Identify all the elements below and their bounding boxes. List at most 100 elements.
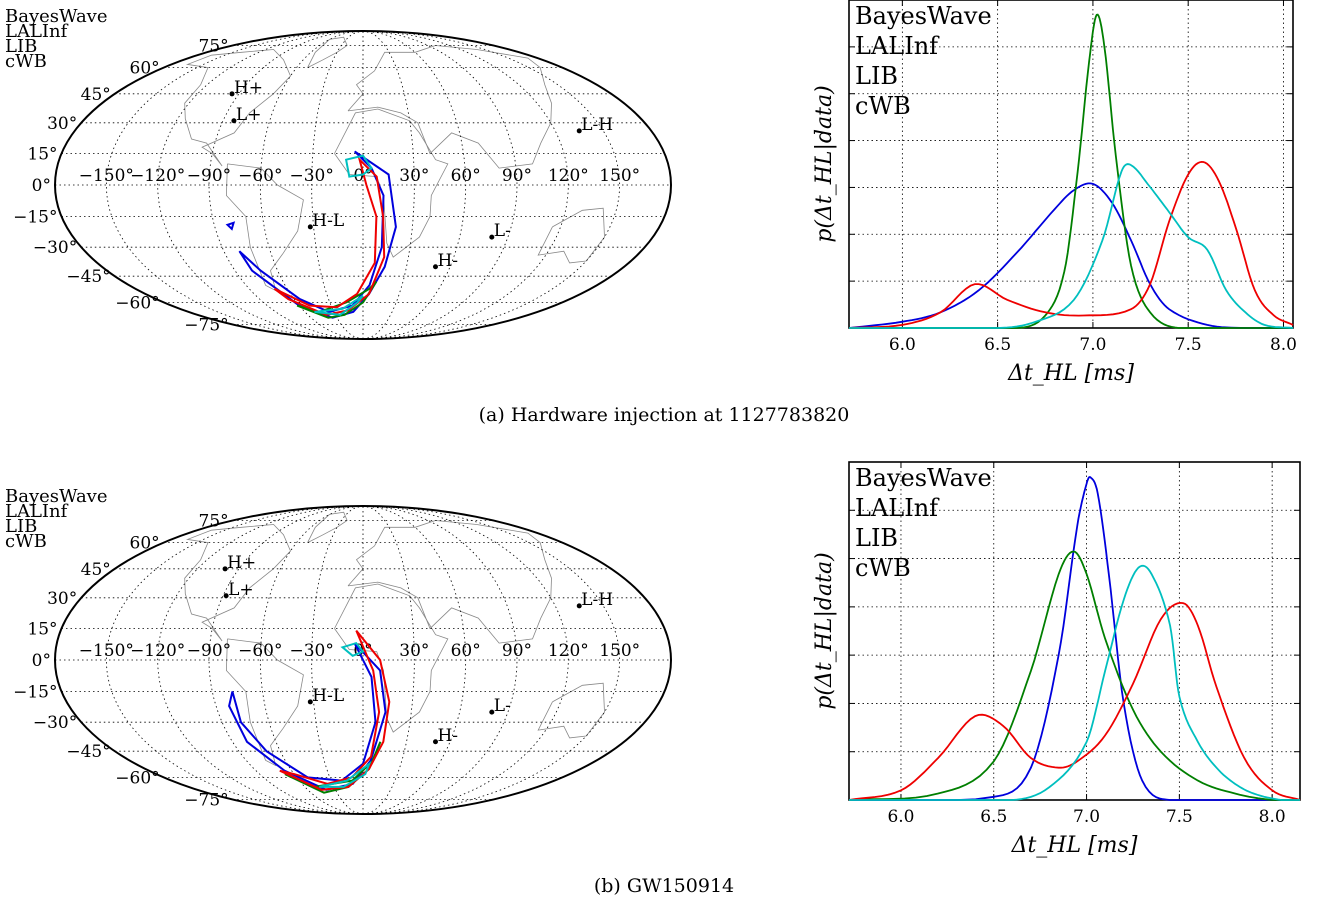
latitude-label: −45° [66, 742, 110, 762]
plot-legend-lib: LIB [855, 62, 898, 90]
detector-marker-dot [489, 709, 495, 715]
latitude-label: 0° [32, 651, 51, 671]
longitude-label: −60° [238, 641, 282, 661]
longitude-gridline [208, 505, 364, 815]
longitude-gridline [362, 30, 415, 340]
longitude-label: 150° [599, 641, 640, 661]
latitude-label: 15° [27, 619, 57, 639]
coastline-outline [347, 45, 552, 169]
longitude-label: −60° [238, 166, 282, 186]
longitude-gridline [208, 30, 364, 340]
coastline-outline [225, 163, 304, 292]
detector-marker-label: H-L [312, 686, 344, 706]
longitude-gridline [157, 30, 364, 340]
longitude-label: −90° [187, 641, 231, 661]
latitude-label: −60° [115, 293, 159, 313]
longitude-label: −120° [130, 641, 185, 661]
longitude-label: −120° [130, 166, 185, 186]
longitude-gridline [362, 30, 467, 340]
latitude-label: 0° [32, 176, 51, 196]
longitude-gridline [105, 505, 364, 815]
latitude-label: −60° [115, 768, 159, 788]
x-axis-label: Δt_HL [ms] [1007, 361, 1134, 386]
longitude-label: −30° [289, 166, 333, 186]
map-legend-cwb: cWB [5, 51, 47, 72]
coastline-outline [347, 520, 552, 644]
coastline-outline [184, 524, 291, 642]
latitude-label: 15° [27, 144, 57, 164]
longitude-label: 120° [548, 641, 589, 661]
x-tick-label: 7.0 [1079, 335, 1106, 355]
map-boundary [54, 30, 672, 340]
coastline-outline [307, 36, 348, 68]
contour-lib [279, 629, 391, 791]
detector-marker-dot [231, 118, 237, 124]
latitude-label: −30° [33, 713, 77, 733]
longitude-label: 150° [599, 166, 640, 186]
longitude-label: 90° [502, 641, 532, 661]
longitude-gridline [259, 505, 364, 815]
caption-a: (a) Hardware injection at 1127783820 [479, 404, 850, 426]
coastline-outline [537, 207, 605, 264]
x-tick-label: 7.5 [1166, 807, 1193, 827]
latitude-label: −45° [66, 267, 110, 287]
longitude-gridline [105, 30, 364, 340]
detector-marker-label: L-H [581, 115, 613, 135]
contour-bayeswave [225, 221, 236, 231]
longitude-label: −90° [187, 166, 231, 186]
longitude-gridline [362, 505, 467, 815]
series-line-lalinf [848, 550, 1300, 801]
coastline-outline [225, 638, 304, 767]
x-tick-label: 6.0 [887, 807, 914, 827]
latitude-label: 75° [199, 36, 229, 56]
detector-marker-dot [432, 264, 438, 270]
latitude-label: 45° [81, 85, 111, 105]
plot-frame [848, 461, 1301, 801]
detector-marker-label: L-H [581, 590, 613, 610]
longitude-label: 90° [502, 166, 532, 186]
detector-marker-label: L- [494, 221, 511, 241]
longitude-gridline [362, 505, 569, 815]
detector-marker-label: L+ [228, 580, 254, 600]
series-line-lib [848, 160, 1294, 329]
y-axis-label: p(Δt_HL|data) [812, 552, 837, 709]
detector-marker-label: L- [494, 696, 511, 716]
map-legend-lalinf: LALInf [5, 21, 69, 42]
latitude-label: 75° [199, 511, 229, 531]
skymap-b: 75°60°45°30°15°0°−15°−30°−45°−60°−75°−15… [5, 486, 672, 815]
map-boundary [54, 505, 672, 815]
latitude-label: −15° [13, 683, 57, 703]
series-line-bayeswave [848, 476, 1300, 801]
series-line-cwb [849, 163, 1294, 329]
detector-marker-dot [576, 603, 582, 609]
coastline-outline [307, 511, 348, 543]
longitude-label: −30° [289, 641, 333, 661]
plot-legend-lib: LIB [855, 524, 898, 552]
latitude-label: 60° [130, 534, 160, 554]
plot-legend-lalinf: LALInf [855, 494, 940, 522]
series-line-lib [848, 601, 1301, 801]
detector-marker-label: L+ [236, 105, 262, 125]
contour-cwb [314, 294, 364, 316]
plot-legend-bayeswave: BayesWave [855, 464, 992, 492]
detector-marker-dot [576, 128, 582, 134]
series-line-bayeswave [848, 182, 1293, 329]
contour-bayeswave [228, 642, 387, 791]
coastline-outline [537, 682, 605, 739]
x-tick-label: 6.0 [889, 335, 916, 355]
detector-marker-dot [222, 566, 228, 572]
longitude-label: 60° [451, 641, 481, 661]
x-tick-label: 7.0 [1073, 807, 1100, 827]
x-tick-label: 6.5 [984, 335, 1011, 355]
caption-b: (b) GW150914 [594, 875, 734, 897]
coastline-outline [334, 108, 449, 258]
series-line-cwb [849, 564, 1300, 801]
x-axis-label: Δt_HL [ms] [1011, 833, 1138, 858]
detector-marker-dot [307, 699, 313, 705]
detector-marker-dot [432, 739, 438, 745]
latitude-label: 45° [81, 560, 111, 580]
y-axis-label: p(Δt_HL|data) [812, 85, 837, 242]
longitude-gridline [362, 505, 518, 815]
detector-marker-dot [307, 224, 313, 230]
